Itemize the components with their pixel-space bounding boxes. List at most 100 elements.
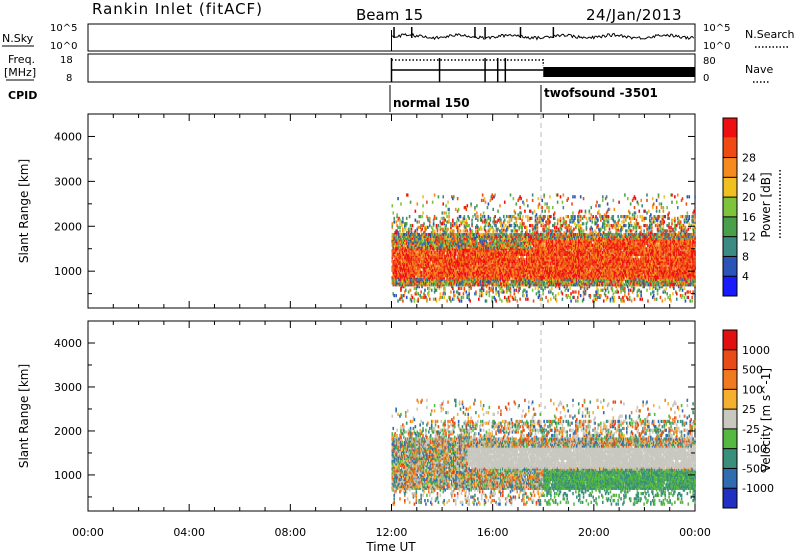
echo-cell bbox=[432, 241, 435, 246]
echo-cell bbox=[435, 258, 438, 262]
echo-cell bbox=[432, 252, 435, 256]
echo-cell bbox=[444, 279, 446, 283]
echo-cell bbox=[431, 241, 434, 246]
echo-cell bbox=[561, 297, 564, 301]
echo-cell bbox=[407, 249, 410, 253]
echo-cell bbox=[398, 279, 400, 283]
echo-cell bbox=[404, 249, 407, 253]
echo-cell bbox=[446, 277, 448, 282]
echo-cell bbox=[439, 256, 442, 260]
echo-cell bbox=[403, 249, 406, 253]
echo-cell bbox=[433, 258, 436, 262]
echo-cell bbox=[446, 236, 448, 240]
echo-cell bbox=[400, 256, 402, 260]
echo-cell bbox=[403, 267, 405, 271]
echo-cell bbox=[465, 207, 468, 211]
echo-cell bbox=[525, 297, 527, 301]
echo-cell bbox=[418, 270, 421, 274]
echo-cell bbox=[402, 234, 404, 238]
echo-cell bbox=[422, 223, 424, 228]
echo-cell bbox=[435, 240, 438, 244]
echo-cell bbox=[426, 243, 428, 247]
echo-cell bbox=[408, 250, 411, 255]
echo-cell bbox=[423, 276, 425, 280]
echo-cell bbox=[419, 256, 421, 260]
echo-cell bbox=[439, 225, 442, 229]
echo-cell bbox=[440, 245, 443, 249]
echo-cell bbox=[424, 254, 426, 258]
echo-cell bbox=[492, 207, 495, 211]
echo-cell bbox=[416, 231, 419, 235]
echo-cell bbox=[463, 214, 466, 219]
echo-cell bbox=[411, 270, 414, 274]
echo-cell bbox=[424, 283, 426, 287]
echo-cell bbox=[394, 258, 396, 262]
echo-cell bbox=[495, 223, 497, 228]
echo-cell bbox=[541, 209, 544, 213]
echo-cell bbox=[396, 250, 398, 255]
echo-cell bbox=[405, 265, 408, 269]
echo-cell bbox=[418, 238, 421, 242]
echo-cell bbox=[443, 295, 445, 300]
echo-cell bbox=[438, 281, 441, 285]
echo-cell bbox=[424, 238, 426, 242]
echo-cell bbox=[426, 279, 428, 283]
echo-cell bbox=[427, 272, 429, 276]
echo-cell bbox=[393, 265, 396, 269]
echo-cell bbox=[402, 265, 404, 269]
echo-cell bbox=[431, 274, 434, 278]
nsky-trace bbox=[391, 27, 695, 51]
echo-cell bbox=[440, 283, 443, 287]
echo-cell bbox=[483, 197, 486, 201]
echo-cell bbox=[399, 218, 401, 222]
echo-cell bbox=[442, 227, 445, 231]
echo-cell bbox=[423, 256, 425, 260]
echo-cell bbox=[397, 225, 399, 229]
echo-cell bbox=[427, 247, 429, 251]
echo-cell bbox=[436, 272, 439, 276]
echo-cell bbox=[417, 245, 420, 249]
echo-cell bbox=[440, 285, 443, 289]
echo-cell bbox=[437, 272, 440, 276]
echo-cell bbox=[416, 232, 419, 237]
echo-cell bbox=[401, 261, 403, 265]
echo-cell bbox=[392, 267, 395, 271]
echo-cell bbox=[532, 299, 535, 303]
echo-cell bbox=[414, 229, 417, 233]
echo-cell bbox=[442, 261, 445, 265]
echo-cell bbox=[422, 270, 424, 274]
echo-cell bbox=[430, 250, 433, 255]
echo-cell bbox=[414, 281, 417, 285]
echo-cell bbox=[399, 250, 401, 255]
echo-cell bbox=[423, 222, 425, 226]
echo-cell bbox=[411, 265, 414, 269]
echo-cell bbox=[476, 211, 478, 215]
echo-cell bbox=[425, 258, 427, 262]
echo-cell bbox=[415, 283, 418, 287]
echo-cell bbox=[419, 238, 421, 242]
echo-cell bbox=[444, 286, 446, 291]
echo-cell bbox=[395, 268, 397, 273]
echo-cell bbox=[442, 247, 445, 251]
echo-cell bbox=[413, 272, 416, 276]
echo-cell bbox=[403, 285, 406, 289]
echo-cell bbox=[399, 254, 401, 258]
echo-cell bbox=[439, 276, 442, 280]
echo-cell bbox=[544, 209, 546, 213]
echo-cell bbox=[437, 263, 440, 267]
echo-cell bbox=[420, 243, 422, 247]
echo-cell bbox=[436, 268, 439, 273]
echo-cell bbox=[410, 276, 413, 280]
cpid-mode-twofsound: twofsound -3501 bbox=[544, 86, 658, 100]
echo-cell bbox=[395, 281, 397, 285]
echo-cell bbox=[430, 270, 433, 274]
echo-cell bbox=[437, 254, 440, 258]
echo-cell bbox=[408, 281, 411, 285]
echo-cell bbox=[445, 268, 447, 273]
echo-cell bbox=[391, 281, 394, 285]
echo-cell bbox=[442, 243, 445, 247]
echo-cell bbox=[472, 252, 474, 256]
echo-cell bbox=[465, 290, 468, 294]
echo-cell bbox=[403, 232, 406, 237]
echo-cell bbox=[526, 229, 528, 233]
